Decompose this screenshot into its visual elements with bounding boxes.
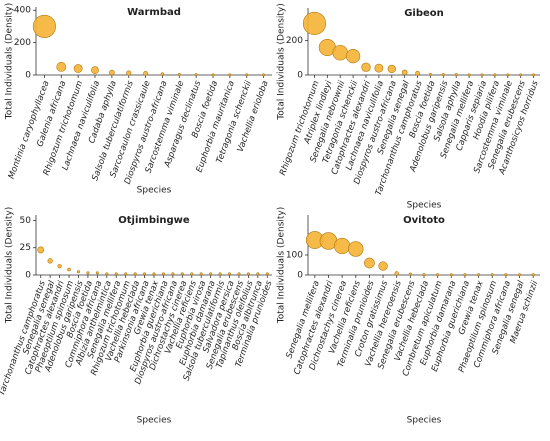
y-axis-label: Total Individuals (Density) bbox=[277, 207, 287, 325]
bubble bbox=[143, 272, 147, 276]
bubble bbox=[86, 271, 90, 275]
bubble bbox=[518, 273, 522, 277]
y-axis-label: Total Individuals (Density) bbox=[5, 207, 15, 325]
bubble bbox=[76, 270, 80, 274]
bubble bbox=[152, 272, 156, 276]
chart-title: Otjimbingwe bbox=[118, 215, 190, 226]
bubble bbox=[47, 258, 53, 264]
bubble bbox=[302, 11, 327, 36]
bubble bbox=[345, 48, 361, 64]
bubble bbox=[143, 71, 148, 76]
bubble bbox=[126, 70, 132, 76]
y-tick-label: 50 bbox=[20, 216, 32, 226]
bubble bbox=[490, 273, 494, 277]
bubble bbox=[506, 73, 510, 77]
y-tick-label: 0 bbox=[25, 271, 31, 281]
bubble bbox=[532, 73, 536, 77]
bubble bbox=[348, 241, 364, 257]
bubble bbox=[228, 272, 232, 276]
bubble bbox=[218, 272, 222, 276]
bubble bbox=[246, 272, 250, 276]
bubble bbox=[194, 73, 198, 77]
bubble bbox=[180, 272, 184, 276]
bubble bbox=[177, 73, 181, 77]
bubble bbox=[463, 273, 467, 277]
y-axis-label: Total Individuals (Density) bbox=[5, 3, 15, 121]
bubble bbox=[265, 272, 269, 276]
bubble bbox=[190, 272, 194, 276]
bubble bbox=[361, 62, 371, 72]
chart-title: Ovitoto bbox=[403, 215, 445, 226]
bubble bbox=[467, 73, 471, 77]
bubble bbox=[408, 272, 412, 276]
x-axis-label: Species bbox=[407, 416, 442, 426]
bubble bbox=[114, 272, 118, 276]
bubble bbox=[73, 64, 83, 73]
y-tick-label: 25 bbox=[20, 243, 31, 253]
bubble bbox=[415, 70, 420, 76]
bubble bbox=[493, 73, 497, 77]
bubble bbox=[387, 64, 396, 74]
bubble bbox=[237, 272, 241, 276]
bubble bbox=[56, 62, 67, 72]
y-tick-label: 0 bbox=[297, 271, 303, 281]
bubble bbox=[454, 73, 458, 77]
bubble bbox=[480, 73, 484, 77]
bubble bbox=[160, 72, 165, 76]
bubble bbox=[109, 69, 115, 76]
bubble bbox=[333, 237, 351, 255]
bubble bbox=[428, 72, 432, 76]
bubble bbox=[67, 267, 71, 272]
bubble bbox=[401, 69, 408, 76]
bubble bbox=[57, 264, 62, 269]
bubble bbox=[262, 73, 266, 77]
bubble bbox=[477, 273, 481, 277]
bubble bbox=[436, 273, 440, 277]
bubble bbox=[449, 273, 453, 277]
bubble bbox=[441, 73, 445, 77]
y-tick-label: 0 bbox=[25, 71, 31, 81]
x-axis-label: Species bbox=[407, 201, 442, 211]
bubble bbox=[199, 272, 203, 276]
x-axis-label: Species bbox=[137, 416, 172, 426]
y-axis-label: Total Individuals (Density) bbox=[277, 3, 287, 121]
y-tick-label: 0 bbox=[297, 71, 303, 81]
bubble bbox=[364, 257, 375, 269]
bubble bbox=[519, 73, 523, 77]
bubble bbox=[422, 273, 426, 277]
bubble bbox=[161, 272, 165, 276]
y-tick-label: 200 bbox=[14, 38, 31, 48]
bubble bbox=[124, 272, 128, 276]
bubble bbox=[95, 271, 99, 275]
chart-title: Warmbad bbox=[127, 7, 181, 18]
bubble bbox=[211, 73, 215, 77]
bubble bbox=[91, 66, 99, 75]
bubble bbox=[32, 14, 56, 38]
bubble bbox=[228, 73, 232, 77]
x-axis-label: Species bbox=[137, 186, 172, 196]
bubble bbox=[378, 261, 388, 271]
bubble bbox=[209, 272, 213, 276]
bubble bbox=[374, 63, 384, 73]
y-tick-label: 200 bbox=[286, 36, 303, 46]
bubble bbox=[504, 273, 508, 277]
bubble bbox=[531, 273, 535, 277]
chart-title: Gibeon bbox=[404, 8, 444, 19]
bubble bbox=[332, 44, 348, 61]
bubble bbox=[256, 272, 260, 276]
y-tick-label: 100 bbox=[286, 251, 303, 261]
bubble bbox=[37, 246, 45, 254]
bubble bbox=[105, 272, 109, 276]
bubble bbox=[133, 272, 137, 276]
bubble bbox=[171, 272, 175, 276]
y-tick-label: 400 bbox=[14, 6, 31, 16]
bubble bbox=[394, 271, 399, 276]
bubble bbox=[245, 73, 249, 77]
